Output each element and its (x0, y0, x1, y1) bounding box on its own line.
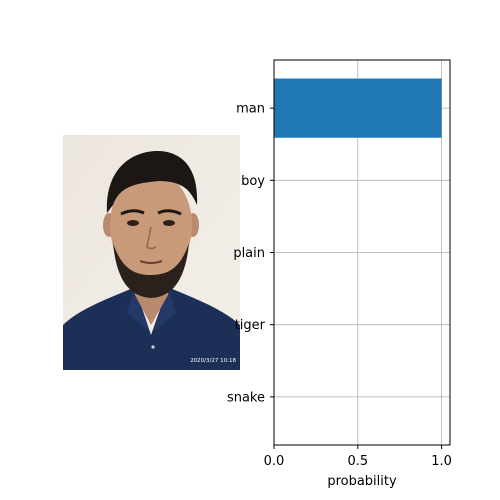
collar-left (127, 287, 149, 331)
collar-right (154, 287, 176, 331)
x-tick-label: 0.5 (347, 454, 368, 469)
x-tick-label: 1.0 (431, 454, 452, 469)
y-tick-label-snake: snake (227, 390, 265, 405)
eyebrow-left (120, 209, 145, 216)
portrait-photo: 2020/3/27 10:18 (63, 135, 240, 370)
bar-man (274, 78, 442, 138)
y-tick-label-man: man (236, 102, 265, 117)
eye-left (127, 220, 139, 226)
eye-right (163, 220, 175, 226)
photo-timestamp: 2020/3/27 10:18 (190, 358, 236, 364)
beard (113, 243, 189, 298)
hair (106, 150, 198, 213)
x-tick-label: 0.0 (264, 454, 285, 469)
face (110, 170, 192, 280)
shirt (63, 287, 240, 370)
nose (146, 226, 157, 250)
x-axis-label: probability (327, 474, 397, 489)
eyebrow-right (157, 209, 182, 216)
ticks: man boy plain tiger snake 0.0 0.5 1.0 (227, 102, 452, 469)
y-tick-label-plain: plain (233, 246, 265, 261)
shirt-button (151, 345, 155, 349)
y-tick-label-boy: boy (241, 174, 265, 189)
mouth (139, 260, 163, 264)
y-tick-label-tiger: tiger (235, 318, 266, 333)
bars (274, 78, 442, 138)
